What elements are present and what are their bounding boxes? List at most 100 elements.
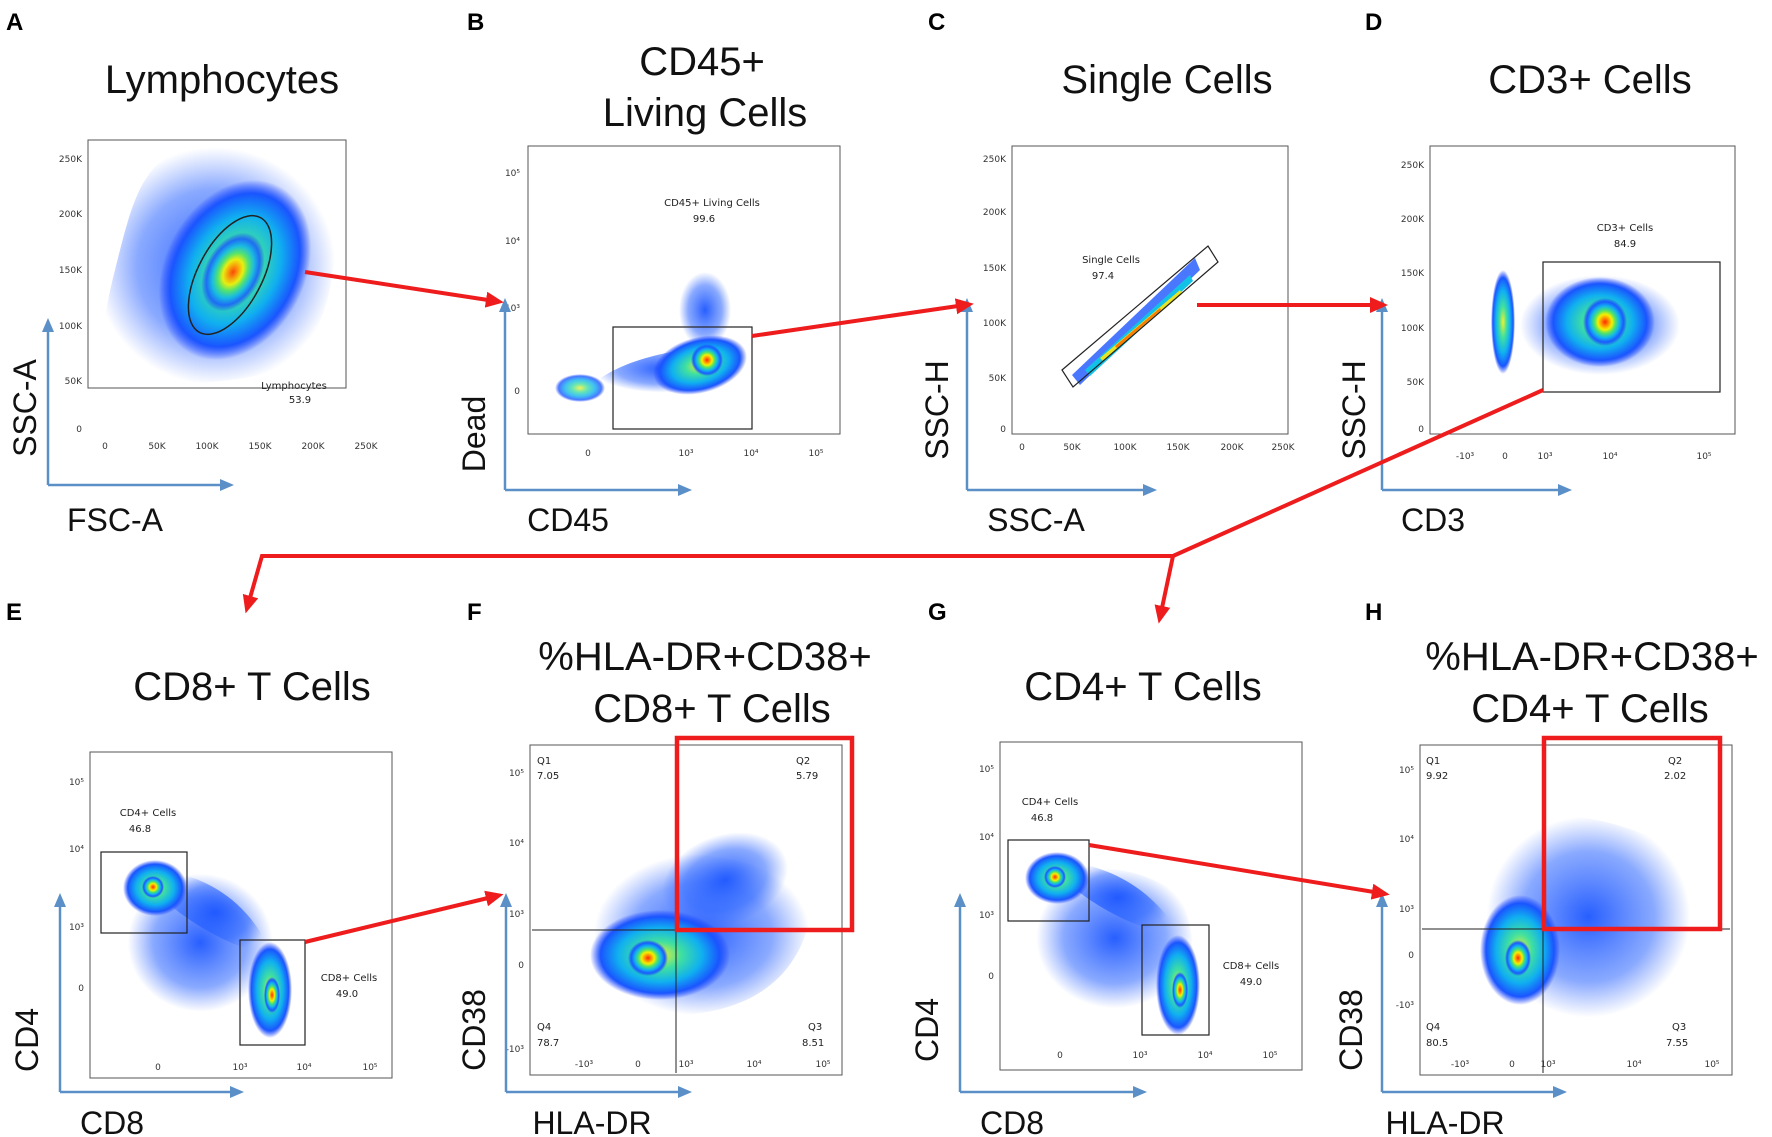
gate-name: Q2 — [796, 756, 810, 767]
arrow-g-to-h — [1088, 843, 1390, 900]
panel-title: CD8+ T Cells — [593, 687, 831, 731]
panel-title: Single Cells — [1061, 58, 1272, 102]
gate-value: 49.0 — [1240, 977, 1262, 988]
x-axis-label: CD45 — [527, 502, 609, 538]
highlight-box — [1541, 735, 1723, 932]
svg-text:0: 0 — [1509, 1060, 1515, 1070]
gate-name: Lymphocytes — [261, 381, 327, 392]
y-ticks: 0 10³ 10⁴ 10⁵ — [979, 765, 994, 982]
gate-name: Q2 — [1668, 756, 1682, 767]
svg-text:50K: 50K — [1063, 443, 1081, 453]
gate-polygon — [1061, 245, 1219, 388]
gate-value: 80.5 — [1426, 1038, 1448, 1049]
svg-text:100K: 100K — [59, 322, 83, 332]
density-cloud — [1480, 816, 1690, 1018]
panel-letter: B — [467, 9, 484, 36]
svg-text:250K: 250K — [1401, 161, 1425, 171]
gate-name: Single Cells — [1082, 255, 1140, 266]
x-ticks: -10³ 0 10³ 10⁴ 10⁵ — [1456, 452, 1712, 462]
gate-value: 97.4 — [1092, 271, 1114, 282]
svg-text:10⁴: 10⁴ — [979, 833, 994, 843]
x-ticks: 0 10³ 10⁴ 10⁵ — [1057, 1051, 1278, 1061]
svg-text:150K: 150K — [1401, 269, 1425, 279]
panel-letter: H — [1365, 599, 1382, 626]
x-axis-label: SSC-A — [987, 502, 1085, 538]
y-ticks: -10³ 0 10³ 10⁴ 10⁵ — [1396, 766, 1415, 1011]
panel-letter: A — [6, 9, 23, 36]
svg-text:0: 0 — [1057, 1051, 1063, 1061]
density-cloud — [1491, 270, 1680, 375]
svg-text:10⁴: 10⁴ — [1626, 1060, 1641, 1070]
density-cloud — [123, 860, 292, 1038]
svg-text:150K: 150K — [248, 442, 272, 452]
svg-text:-10³: -10³ — [575, 1060, 594, 1070]
svg-text:10⁵: 10⁵ — [362, 1063, 377, 1073]
svg-text:-10³: -10³ — [1451, 1060, 1470, 1070]
gate-name: CD45+ Living Cells — [664, 198, 760, 209]
svg-text:0: 0 — [1019, 443, 1025, 453]
gate-value: 49.0 — [336, 989, 358, 1000]
svg-text:100K: 100K — [983, 319, 1007, 329]
gate-value: 78.7 — [537, 1038, 559, 1049]
x-axis-label: HLA-DR — [532, 1105, 651, 1137]
svg-text:200K: 200K — [1401, 215, 1425, 225]
gate-value: 7.55 — [1666, 1038, 1688, 1049]
panel-e: E CD8+ T Cells CD4+ Cells 46.8 CD8+ Cell… — [6, 599, 393, 1137]
svg-text:100K: 100K — [195, 442, 219, 452]
svg-text:150K: 150K — [59, 266, 83, 276]
panel-letter: C — [928, 9, 945, 36]
gate-value: 2.02 — [1664, 771, 1686, 782]
x-axis-label: CD8 — [80, 1105, 144, 1137]
svg-text:0: 0 — [585, 449, 591, 459]
svg-text:10⁵: 10⁵ — [509, 769, 524, 779]
plot-frame — [1419, 744, 1733, 1076]
svg-text:200K: 200K — [983, 208, 1007, 218]
flow-arrows — [242, 270, 1544, 944]
x-ticks: 0 10³ 10⁴ 10⁵ — [155, 1063, 378, 1073]
svg-text:10⁴: 10⁴ — [1602, 452, 1617, 462]
svg-text:200K: 200K — [59, 210, 83, 220]
panel-h: H %HLA-DR+CD38+ CD4+ T Cells Q1 9.92 Q2 … — [1333, 599, 1759, 1137]
panel-a: A Lymphocytes Lymphocytes 53.9 0 50K 100… — [6, 9, 379, 538]
gate-value: 84.9 — [1614, 239, 1636, 250]
gate-rect — [239, 939, 306, 1046]
x-axis-label: HLA-DR — [1385, 1105, 1504, 1137]
gate-value: 7.05 — [537, 771, 559, 782]
svg-text:-10³: -10³ — [506, 1045, 525, 1055]
svg-text:150K: 150K — [1166, 443, 1190, 453]
svg-text:10⁵: 10⁵ — [1262, 1051, 1277, 1061]
gate-rect — [1141, 924, 1210, 1036]
y-axis-label: CD38 — [456, 989, 492, 1071]
svg-text:0: 0 — [1000, 425, 1006, 435]
svg-text:10⁵: 10⁵ — [69, 778, 84, 788]
y-axis-label: CD4 — [909, 998, 945, 1062]
svg-text:250K: 250K — [1271, 443, 1295, 453]
svg-text:10³: 10³ — [1540, 1060, 1555, 1070]
panel-letter: G — [928, 599, 947, 626]
svg-text:10³: 10³ — [1399, 905, 1414, 915]
svg-text:10³: 10³ — [509, 910, 524, 920]
x-axis-label: CD3 — [1401, 502, 1465, 538]
panel-title: CD4+ T Cells — [1024, 665, 1262, 709]
svg-text:10⁴: 10⁴ — [509, 839, 524, 849]
svg-text:10⁴: 10⁴ — [1399, 835, 1414, 845]
svg-text:0: 0 — [1502, 452, 1508, 462]
svg-text:10³: 10³ — [678, 1060, 693, 1070]
panel-g: G CD4+ T Cells CD4+ Cells 46.8 CD8+ Cell… — [909, 599, 1303, 1137]
svg-text:10³: 10³ — [232, 1063, 247, 1073]
panel-f: F %HLA-DR+CD38+ CD8+ T Cells Q1 7.05 Q2 … — [456, 599, 872, 1137]
svg-text:250K: 250K — [983, 155, 1007, 165]
gate-value: 5.79 — [796, 771, 818, 782]
plot-frame — [87, 139, 347, 389]
gate-name: CD8+ Cells — [1223, 961, 1280, 972]
x-ticks: -10³ 0 10³ 10⁴ 10⁵ — [1451, 1060, 1720, 1070]
svg-text:150K: 150K — [983, 264, 1007, 274]
svg-text:10⁴: 10⁴ — [296, 1063, 311, 1073]
svg-text:0: 0 — [76, 425, 82, 435]
gate-value: 9.92 — [1426, 771, 1448, 782]
svg-text:10⁵: 10⁵ — [505, 169, 520, 179]
y-axis-label: SSC-A — [7, 358, 43, 456]
density-cloud — [95, 147, 336, 385]
gate-name: CD3+ Cells — [1597, 223, 1654, 234]
y-ticks: 0 10³ 10⁴ 10⁵ — [69, 778, 84, 994]
